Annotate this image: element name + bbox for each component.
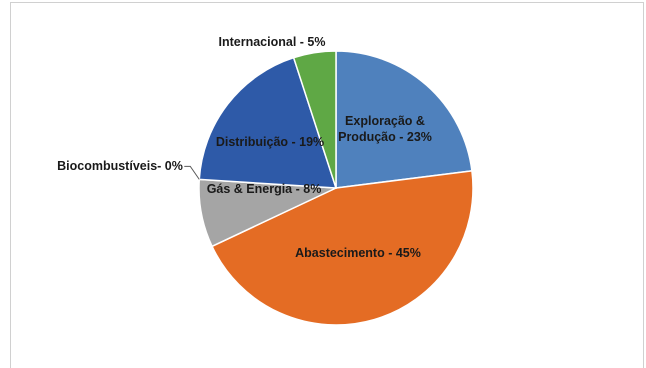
pie-slice-internacional: [292, 50, 337, 189]
leader-line-biocombustiveis: [184, 165, 200, 180]
pie-slice-abastecimento: [211, 169, 474, 326]
data-label-abastecimento: Abastecimento - 45%: [295, 246, 421, 260]
data-label-gas-energia: Gás & Energia - 8%: [207, 182, 322, 196]
pie-slice-exploracao-producao: [335, 50, 473, 189]
data-label-biocombustiveis: Biocombustíveis- 0%: [57, 159, 183, 173]
data-label-internacional: Internacional - 5%: [219, 35, 326, 49]
pie-slice-distribuicao: [198, 56, 338, 189]
data-label-distribuicao: Distribuição - 19%: [216, 135, 324, 149]
data-label-exploracao-producao: Exploração & Produção - 23%: [338, 114, 432, 144]
